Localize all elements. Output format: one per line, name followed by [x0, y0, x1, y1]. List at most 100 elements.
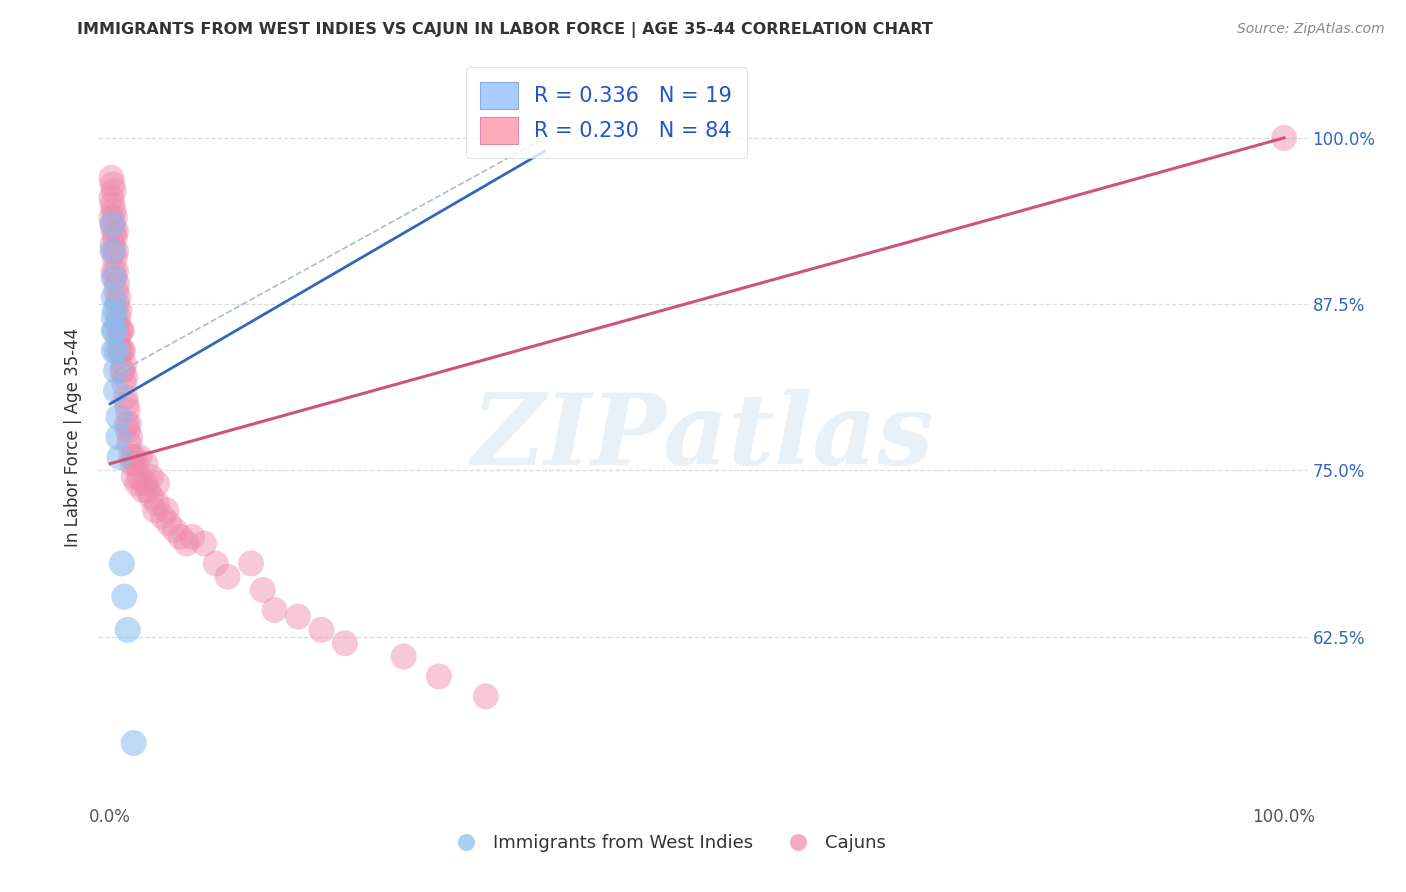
Point	[152, 509, 174, 524]
Legend: Immigrants from West Indies, Cajuns: Immigrants from West Indies, Cajuns	[440, 827, 893, 860]
Point	[105, 244, 128, 258]
Text: ZIPatlas: ZIPatlas	[472, 389, 934, 485]
Point	[101, 197, 124, 211]
Point	[136, 483, 159, 498]
Point	[115, 417, 138, 431]
Point	[217, 570, 239, 584]
Point	[103, 310, 125, 325]
Point	[107, 430, 129, 444]
Point	[105, 277, 128, 292]
Point	[117, 623, 139, 637]
Point	[333, 636, 356, 650]
Point	[103, 204, 125, 219]
Point	[118, 436, 141, 450]
Point	[107, 410, 129, 425]
Point	[111, 363, 134, 377]
Point	[112, 590, 135, 604]
Point	[122, 450, 145, 464]
Point	[103, 324, 125, 338]
Point	[105, 297, 128, 311]
Point	[105, 284, 128, 298]
Point	[427, 669, 450, 683]
Point	[112, 343, 135, 358]
Point	[107, 330, 129, 344]
Point	[252, 582, 274, 597]
Point	[146, 476, 169, 491]
Point	[120, 430, 142, 444]
Point	[108, 324, 131, 338]
Point	[311, 623, 333, 637]
Point	[157, 516, 180, 531]
Point	[204, 557, 226, 571]
Point	[107, 290, 129, 304]
Point	[105, 363, 128, 377]
Point	[155, 503, 177, 517]
Point	[117, 403, 139, 417]
Point	[287, 609, 309, 624]
Point	[104, 211, 127, 225]
Point	[475, 690, 498, 704]
Point	[114, 390, 136, 404]
Point	[134, 476, 156, 491]
Point	[141, 470, 163, 484]
Point	[111, 324, 134, 338]
Point	[108, 450, 131, 464]
Point	[100, 170, 122, 185]
Point	[103, 264, 125, 278]
Point	[100, 191, 122, 205]
Point	[105, 384, 128, 398]
Point	[101, 237, 124, 252]
Text: Source: ZipAtlas.com: Source: ZipAtlas.com	[1237, 22, 1385, 37]
Point	[111, 557, 134, 571]
Point	[105, 317, 128, 331]
Point	[134, 457, 156, 471]
Point	[103, 270, 125, 285]
Point	[105, 264, 128, 278]
Point	[101, 217, 124, 231]
Point	[103, 184, 125, 198]
Point	[100, 211, 122, 225]
Point	[108, 343, 131, 358]
Point	[101, 217, 124, 231]
Point	[114, 370, 136, 384]
Point	[141, 490, 163, 504]
Point	[115, 397, 138, 411]
Point	[143, 503, 166, 517]
Point	[122, 470, 145, 484]
Point	[146, 497, 169, 511]
Point	[120, 450, 142, 464]
Point	[132, 483, 155, 498]
Point	[103, 343, 125, 358]
Point	[128, 450, 150, 464]
Point	[121, 457, 143, 471]
Point	[108, 303, 131, 318]
Point	[104, 303, 127, 318]
Point	[107, 310, 129, 325]
Point	[105, 343, 128, 358]
Point	[103, 290, 125, 304]
Point	[112, 357, 135, 371]
Point	[104, 251, 127, 265]
Point	[176, 536, 198, 550]
Point	[125, 457, 148, 471]
Point	[117, 424, 139, 438]
Point	[103, 244, 125, 258]
Point	[110, 324, 132, 338]
Point	[112, 363, 135, 377]
Point	[103, 224, 125, 238]
Point	[163, 523, 186, 537]
Point	[110, 343, 132, 358]
Point	[240, 557, 263, 571]
Point	[118, 417, 141, 431]
Point	[169, 530, 191, 544]
Point	[181, 530, 204, 544]
Point	[122, 736, 145, 750]
Point	[105, 224, 128, 238]
Point	[111, 343, 134, 358]
Point	[127, 476, 149, 491]
Point	[104, 230, 127, 244]
Point	[112, 376, 135, 391]
Y-axis label: In Labor Force | Age 35-44: In Labor Force | Age 35-44	[65, 327, 83, 547]
Text: IMMIGRANTS FROM WEST INDIES VS CAJUN IN LABOR FORCE | AGE 35-44 CORRELATION CHAR: IMMIGRANTS FROM WEST INDIES VS CAJUN IN …	[77, 22, 934, 38]
Point	[101, 178, 124, 192]
